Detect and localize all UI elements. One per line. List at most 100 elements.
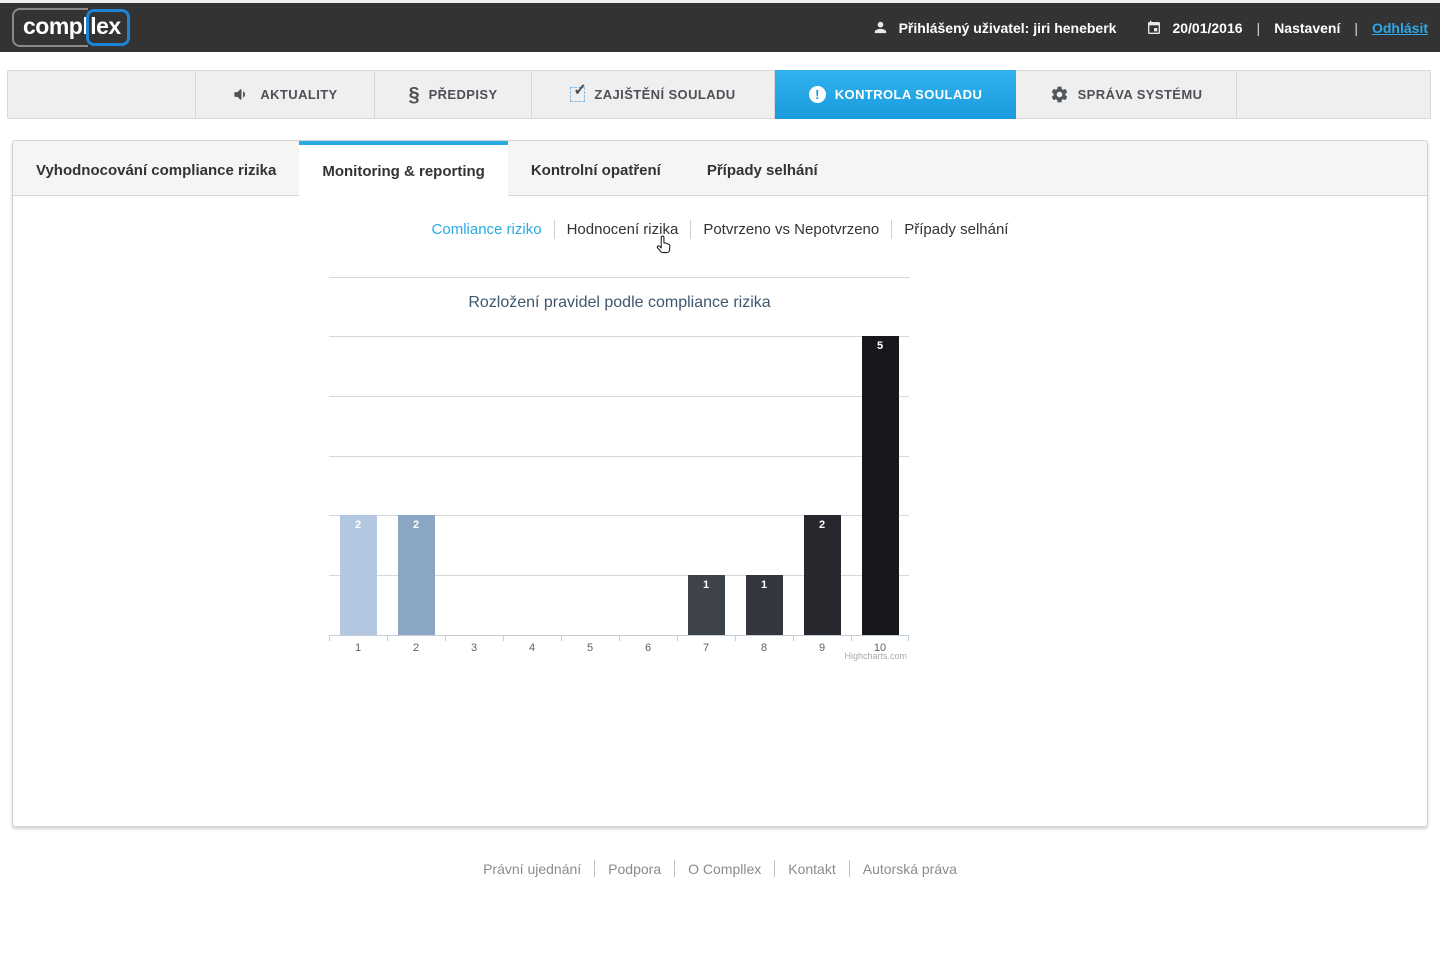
tab-kontrolni-opatreni[interactable]: Kontrolní opatření bbox=[508, 141, 684, 195]
chart-gridline bbox=[329, 575, 909, 577]
highcharts-credit-link[interactable]: Highcharts.com bbox=[844, 651, 907, 661]
footer-link-podpora[interactable]: Podpora bbox=[608, 860, 662, 877]
bar-data-label: 1 bbox=[760, 579, 768, 592]
nav-item-label: PŘEDPISY bbox=[428, 87, 498, 102]
nav-item-label: ZAJIŠTĚNÍ SOULADU bbox=[594, 87, 736, 102]
chart-bar[interactable]: 1 bbox=[687, 575, 725, 635]
header-separator: | bbox=[1354, 19, 1358, 36]
footer-link-o-compllex[interactable]: O Compllex bbox=[688, 860, 762, 877]
nav-item-label: KONTROLA SOULADU bbox=[834, 87, 983, 102]
footer-divider bbox=[774, 860, 776, 877]
chart-bar[interactable]: 5 bbox=[861, 336, 899, 635]
section-sign-icon: § bbox=[408, 83, 420, 106]
nav-item-predpisy[interactable]: § PŘEDPISY bbox=[375, 71, 532, 118]
tab-vyhodnocovani-compliance-rizika[interactable]: Vyhodnocování compliance rizika bbox=[13, 141, 299, 195]
x-axis-tick bbox=[677, 635, 678, 641]
tab-label: Případy selhání bbox=[706, 161, 818, 179]
report-link-row: Comliance riziko Hodnocení rizika Potvrz… bbox=[13, 220, 1427, 239]
report-link-divider bbox=[690, 220, 692, 239]
chart-gridline bbox=[329, 336, 909, 337]
megaphone-icon bbox=[232, 85, 251, 104]
chart-bar[interactable]: 2 bbox=[397, 515, 435, 635]
bar-data-label: 5 bbox=[876, 340, 884, 352]
footer-link-autorska-prava[interactable]: Autorská práva bbox=[862, 860, 957, 877]
header-separator: | bbox=[1256, 19, 1261, 36]
logo-text-lex: lex bbox=[86, 9, 130, 46]
x-axis-tick bbox=[851, 635, 852, 641]
content-panel: Vyhodnocování compliance rizika Monitori… bbox=[12, 140, 1428, 827]
x-axis-category-label: 4 bbox=[528, 642, 536, 654]
nav-item-label: AKTUALITY bbox=[260, 87, 338, 102]
nav-spacer-right bbox=[1237, 71, 1430, 118]
report-link-divider bbox=[891, 220, 893, 239]
report-link-potvrzeno-vs-nepotvrzeno[interactable]: Potvrzeno vs Nepotvrzeno bbox=[703, 221, 880, 238]
chart-gridline bbox=[329, 395, 909, 397]
x-axis-tick bbox=[793, 635, 794, 641]
logout-link[interactable]: Odhlásit bbox=[1371, 19, 1428, 36]
x-axis-tick bbox=[503, 635, 504, 641]
bar-data-label: 1 bbox=[702, 579, 710, 592]
tab-monitoring-reporting[interactable]: Monitoring & reporting bbox=[299, 141, 508, 197]
footer-link-kontakt[interactable]: Kontakt bbox=[788, 860, 836, 877]
x-axis-tick bbox=[908, 635, 909, 641]
settings-link[interactable]: Nastavení bbox=[1274, 19, 1341, 36]
chart-plot: Highcharts.com 2 1 2 2 3 4 5 6 1 7 1 8 2 9 5 10 bbox=[329, 336, 909, 661]
footer-divider bbox=[848, 860, 850, 877]
tab-label: Kontrolní opatření bbox=[530, 161, 661, 179]
nav-item-zajisteni-souladu[interactable]: ✓ ZAJIŠTĚNÍ SOULADU bbox=[532, 71, 775, 118]
nav-item-kontrola-souladu[interactable]: ! KONTROLA SOULADU bbox=[775, 70, 1016, 119]
user-icon bbox=[872, 19, 889, 36]
nav-item-sprava-systemu[interactable]: SPRÁVA SYSTÉMU bbox=[1016, 71, 1237, 118]
report-link-compliance-riziko[interactable]: Comliance riziko bbox=[431, 221, 542, 238]
x-axis-tick bbox=[329, 635, 330, 641]
x-axis-category-label: 6 bbox=[644, 642, 652, 654]
compllex-logo[interactable]: compl lex bbox=[12, 8, 130, 47]
compliance-risk-chart: Rozložení pravidel podle compliance rizi… bbox=[329, 277, 910, 677]
main-navigation: AKTUALITY § PŘEDPISY ✓ ZAJIŠTĚNÍ SOULADU… bbox=[7, 70, 1431, 119]
x-axis-category-label: 1 bbox=[354, 642, 362, 654]
logo-text-compl: compl bbox=[12, 8, 89, 47]
calendar-icon bbox=[1146, 20, 1162, 36]
chart-bar[interactable]: 2 bbox=[803, 515, 841, 635]
footer-link-pravni-ujednani[interactable]: Právní ujednání bbox=[483, 860, 582, 877]
top-strip bbox=[0, 0, 1440, 3]
x-axis-category-label: 3 bbox=[470, 642, 478, 654]
x-axis-category-label: 2 bbox=[412, 642, 420, 654]
footer-links: Právní ujednání Podpora O Compllex Konta… bbox=[0, 860, 1440, 877]
chart-bar[interactable]: 2 bbox=[339, 515, 377, 635]
bar-data-label: 2 bbox=[818, 519, 826, 532]
tab-label: Vyhodnocování compliance rizika bbox=[36, 161, 277, 179]
report-link-hodnoceni-rizika[interactable]: Hodnocení rizika bbox=[566, 221, 679, 238]
x-axis-tick bbox=[387, 635, 388, 641]
x-axis-category-label: 8 bbox=[760, 642, 768, 654]
bar-data-label: 2 bbox=[354, 519, 362, 532]
logged-in-user-label: Přihlášený uživatel: jiri heneberk bbox=[898, 19, 1117, 36]
nav-spacer-left bbox=[8, 71, 196, 118]
chart-bar[interactable]: 1 bbox=[745, 575, 783, 635]
x-axis-category-label: 7 bbox=[702, 642, 710, 654]
bar-data-label: 2 bbox=[412, 519, 420, 532]
gear-icon bbox=[1050, 85, 1069, 104]
report-link-pripady-selhani[interactable]: Případy selhání bbox=[904, 221, 1009, 238]
chart-gridline bbox=[329, 515, 909, 517]
sub-tab-bar: Vyhodnocování compliance rizika Monitori… bbox=[13, 141, 1427, 197]
checkbox-icon: ✓ bbox=[570, 82, 587, 102]
app-header: compl lex Přihlášený uživatel: jiri heneb… bbox=[0, 3, 1440, 52]
nav-item-label: SPRÁVA SYSTÉMU bbox=[1077, 87, 1203, 102]
x-axis-tick bbox=[735, 635, 736, 641]
tab-label: Monitoring & reporting bbox=[322, 162, 485, 180]
footer-divider bbox=[674, 860, 676, 877]
nav-item-aktuality[interactable]: AKTUALITY bbox=[196, 71, 375, 118]
report-link-divider bbox=[553, 220, 555, 239]
x-axis-tick bbox=[445, 635, 446, 641]
x-axis-tick bbox=[619, 635, 620, 641]
footer-divider bbox=[594, 860, 596, 877]
x-axis-tick bbox=[561, 635, 562, 641]
x-axis-category-label: 5 bbox=[586, 642, 594, 654]
tab-pripady-selhani[interactable]: Případy selhání bbox=[684, 141, 841, 195]
x-axis-category-label: 9 bbox=[818, 642, 826, 654]
exclamation-icon: ! bbox=[808, 86, 826, 103]
chart-gridline bbox=[329, 455, 909, 457]
current-date: 20/01/2016 bbox=[1172, 19, 1243, 36]
chart-title: Rozložení pravidel podle compliance rizi… bbox=[468, 294, 771, 311]
